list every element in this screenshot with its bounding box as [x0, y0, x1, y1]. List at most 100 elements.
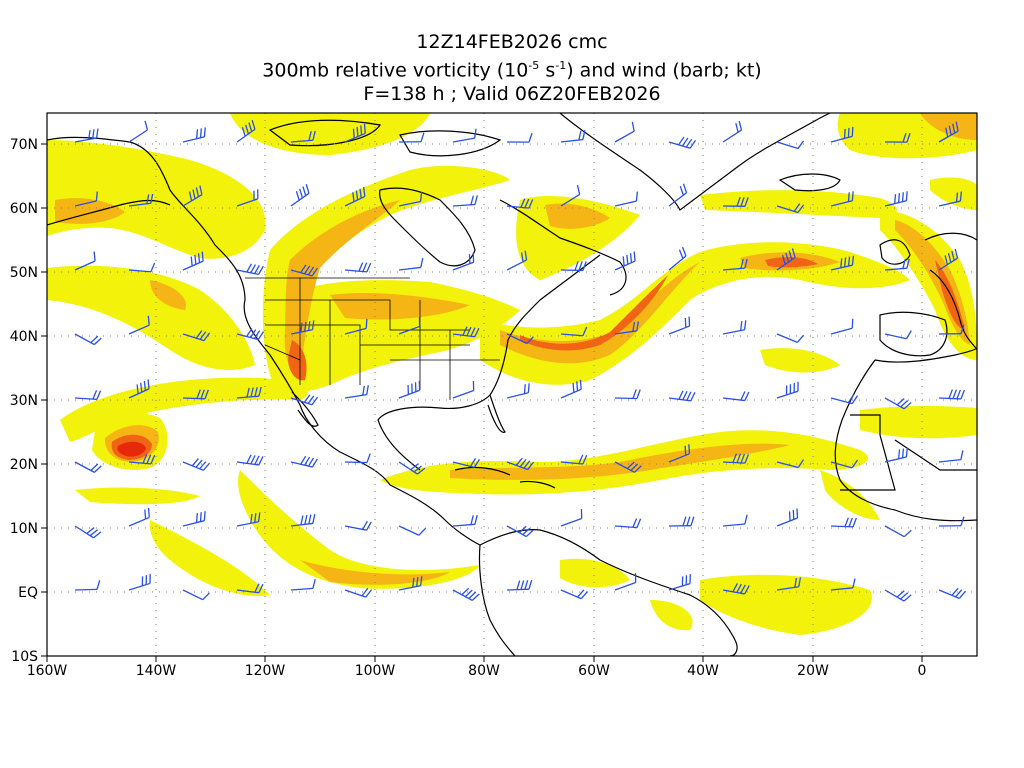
vorticity-region	[238, 470, 480, 589]
coastline	[479, 529, 738, 656]
coastline	[478, 544, 516, 656]
wind-barb	[668, 316, 691, 335]
wind-barb	[398, 258, 424, 271]
wind-barb	[182, 251, 204, 271]
wind-barb	[614, 251, 636, 271]
wind-barb	[128, 507, 150, 527]
wind-barb	[290, 184, 310, 207]
vorticity-region	[520, 275, 668, 351]
wind-barb	[722, 120, 743, 143]
wind-barb	[128, 193, 154, 207]
wind-barb	[668, 183, 688, 207]
lon-ticks	[46, 656, 923, 662]
wind-barb	[452, 458, 480, 469]
coastline	[519, 480, 556, 489]
wind-barb	[722, 514, 748, 527]
vorticity-region	[288, 340, 307, 381]
wind-barb	[776, 459, 805, 469]
wind-barb	[560, 589, 589, 600]
wind-barb	[398, 461, 426, 475]
wind-barb	[452, 252, 475, 271]
wind-barb	[722, 320, 747, 335]
lat-label: 10N	[10, 521, 38, 537]
wind-barb	[290, 514, 316, 527]
us-state-borders	[245, 277, 500, 400]
vorticity-region	[700, 574, 872, 635]
wind-barb	[398, 132, 425, 143]
wind-barb	[290, 264, 319, 277]
wind-barb	[344, 186, 366, 207]
vorticity-region	[700, 190, 897, 218]
wind-barb	[506, 457, 535, 471]
wind-barb	[236, 328, 265, 341]
wind-barb	[560, 185, 581, 207]
wind-barb	[884, 258, 910, 271]
lat-ticks	[41, 143, 47, 657]
wind-barb	[452, 195, 478, 207]
wind-barb	[290, 320, 315, 335]
wind-barb	[452, 380, 475, 399]
wind-barb	[290, 578, 316, 591]
lon-label: 140W	[136, 663, 177, 679]
lon-label: 160W	[27, 663, 68, 679]
coastline	[924, 232, 977, 241]
wind-barb	[128, 454, 156, 465]
vorticity-region	[545, 203, 610, 229]
vorticity-region	[765, 256, 818, 268]
wind-barb	[452, 128, 477, 143]
coastline	[399, 130, 502, 157]
wind-barb	[614, 461, 642, 473]
wind-barb	[182, 330, 211, 342]
wind-barb	[344, 123, 366, 143]
wind-barb	[830, 394, 859, 405]
lon-label: 40W	[687, 663, 719, 679]
coastline	[834, 359, 977, 522]
wind-barb	[398, 380, 421, 399]
wind-barb	[182, 589, 210, 601]
wind-barb	[398, 576, 423, 591]
wind-barb	[938, 389, 965, 400]
wind-barb	[74, 580, 101, 591]
wind-barb	[128, 120, 149, 143]
wind-barb	[722, 391, 750, 402]
wind-barb	[182, 458, 211, 471]
coastline	[879, 239, 911, 265]
wind-barb	[398, 316, 421, 335]
title-exponent: -1	[555, 59, 567, 72]
wind-barb	[560, 379, 582, 399]
wind-barb	[668, 574, 691, 591]
wind-barb	[344, 385, 369, 399]
wind-barb	[236, 583, 264, 594]
vorticity-region	[117, 441, 146, 457]
vorticity-region	[516, 195, 640, 280]
vorticity-region	[149, 520, 270, 596]
wind-barb	[344, 587, 373, 598]
border	[894, 439, 977, 471]
title-run-date: 12Z14FEB2026 cmc	[416, 31, 608, 53]
wind-barb	[614, 191, 638, 207]
title-text: 300mb relative vorticity (10	[262, 59, 529, 82]
wind-barb	[560, 130, 586, 143]
wind-barb	[830, 517, 857, 528]
wind-barb	[452, 587, 480, 601]
wind-barb	[830, 459, 859, 469]
wind-barb	[776, 140, 805, 150]
wind-barb	[506, 198, 534, 209]
wind-barb	[776, 381, 799, 399]
coastline	[389, 484, 481, 546]
wind-barb	[884, 525, 912, 538]
vorticity-region	[930, 177, 977, 210]
coastline	[929, 269, 977, 351]
wind-barb	[74, 191, 98, 207]
title-valid-time: F=138 h ; Valid 06Z20FEB2026	[363, 83, 661, 106]
coastline	[778, 173, 841, 192]
title-field-description: 300mb relative vorticity (10-5 s-1) and …	[0, 54, 1024, 82]
border	[264, 344, 301, 361]
border	[265, 299, 470, 331]
wind-barb	[884, 330, 912, 340]
wind-barb	[560, 509, 583, 527]
coastline	[559, 113, 831, 211]
wind-barb	[182, 185, 203, 207]
wind-barb	[236, 512, 261, 527]
